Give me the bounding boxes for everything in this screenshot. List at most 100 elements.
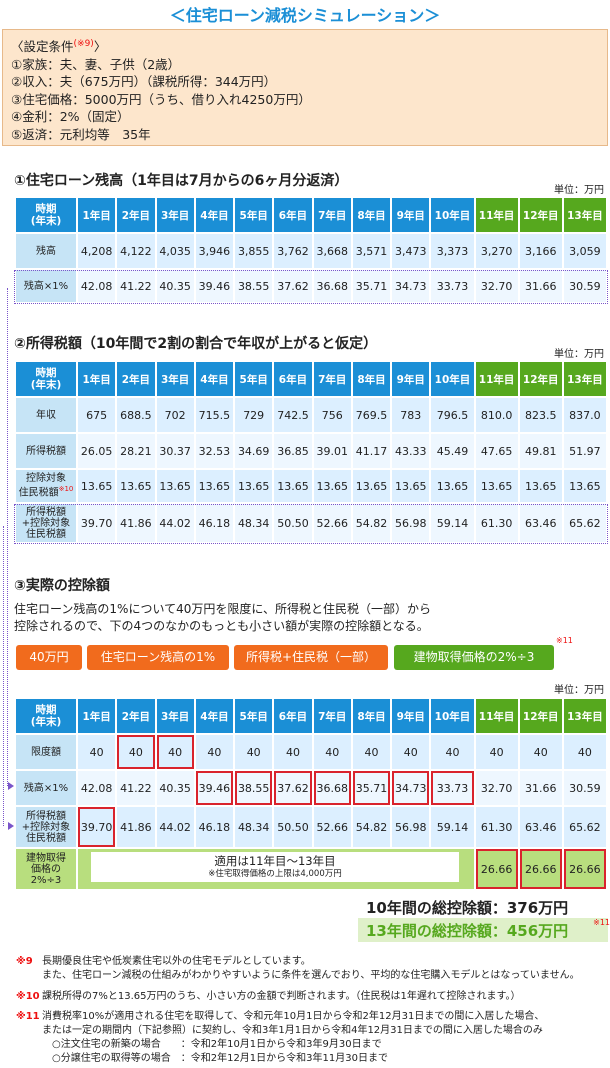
table-cell: 715.5 bbox=[195, 398, 234, 432]
table-cell: 823.5 bbox=[519, 398, 562, 432]
total-thirteen-years-box: 13年間の総控除額：456万円 ※11 bbox=[358, 918, 610, 942]
table-cell: 56.98 bbox=[392, 807, 430, 847]
table-cell: 36.85 bbox=[274, 434, 312, 468]
description-line: 住宅ローン残高の1%について40万円を限度に、所得税と住民税（一部）から bbox=[14, 602, 431, 616]
unit-label: 単位：万円 bbox=[554, 349, 604, 360]
table-cell: 39.46 bbox=[195, 771, 234, 805]
year-header: 7年目 bbox=[313, 198, 351, 232]
table-cell: 48.34 bbox=[235, 807, 273, 847]
row-label: 所得税額 +控除対象 住民税額 bbox=[16, 504, 76, 542]
table-cell: 38.55 bbox=[235, 771, 273, 805]
table-cell: 54.82 bbox=[352, 504, 391, 542]
total-ten-years: 10年間の総控除額：376万円 bbox=[366, 899, 569, 917]
year-header: 10年目 bbox=[431, 198, 474, 232]
table-cell: 783 bbox=[392, 398, 430, 432]
table-cell: 42.08 bbox=[78, 771, 116, 805]
section3-description: 住宅ローン残高の1%について40万円を限度に、所得税と住民税（一部）から 控除さ… bbox=[14, 601, 431, 635]
table-row: 所得税額 +控除対象 住民税額 39.70 41.86 44.02 46.18 48.34… bbox=[16, 807, 606, 847]
year-header: 9年目 bbox=[392, 699, 430, 733]
table-cell: 47.65 bbox=[475, 434, 518, 468]
table-cell: 26.66 bbox=[519, 849, 562, 889]
table-cell: 39.70 bbox=[78, 807, 116, 847]
conditions-heading: 〈設定条件(※9)〉 bbox=[11, 39, 107, 55]
year-header: 2年目 bbox=[117, 699, 155, 733]
condition-line: ③住宅価格：5000万円（うち、借り入れ4250万円） bbox=[11, 91, 311, 107]
table-row: 限度額 40 40 40 40 40 40 40 40 40 40 40 40 40 bbox=[16, 735, 606, 769]
table-cell: 65.62 bbox=[563, 807, 606, 847]
table-cell: 41.22 bbox=[117, 270, 155, 302]
year-header: 13年目 bbox=[563, 198, 606, 232]
year-header: 11年目 bbox=[475, 198, 518, 232]
table-row: 残高×1% 42.08 41.22 40.35 39.46 38.55 37.62 36.68… bbox=[16, 270, 606, 302]
table-cell: 38.55 bbox=[235, 270, 273, 302]
table-cell: 52.66 bbox=[313, 807, 351, 847]
table-cell: 39.70 bbox=[78, 504, 116, 542]
year-header: 1年目 bbox=[78, 362, 116, 396]
table-cell: 28.21 bbox=[117, 434, 155, 468]
table-cell: 837.0 bbox=[563, 398, 606, 432]
table-cell: 44.02 bbox=[156, 504, 194, 542]
table-cell: 769.5 bbox=[352, 398, 391, 432]
table-cell: 35.71 bbox=[352, 270, 391, 302]
table-cell: 33.73 bbox=[431, 270, 474, 302]
income-tax-table: 時期 (年末) 1年目 2年目 3年目 4年目 5年目 6年目 7年目 8年目 9年目 10年目 11… bbox=[14, 360, 608, 544]
year-header: 8年目 bbox=[352, 362, 391, 396]
year-header: 10年目 bbox=[431, 699, 474, 733]
table-cell: 32.70 bbox=[475, 771, 518, 805]
table-cell: 41.22 bbox=[117, 771, 155, 805]
year-header: 9年目 bbox=[392, 362, 430, 396]
table-cell: 34.73 bbox=[392, 270, 430, 302]
table-cell: 13.65 bbox=[563, 470, 606, 502]
section3-title: ③実際の控除額 bbox=[14, 578, 110, 594]
table-cell: 13.65 bbox=[352, 470, 391, 502]
table-cell: 50.50 bbox=[274, 807, 312, 847]
year-header: 4年目 bbox=[195, 362, 234, 396]
table-cell: 742.5 bbox=[274, 398, 312, 432]
table-cell: 52.66 bbox=[313, 504, 351, 542]
table-cell: 3,855 bbox=[235, 234, 273, 268]
year-header-row: 時期 (年末) 1年目 2年目 3年目 4年目 5年目 6年目 7年目 8年目 9年目 10年目 11… bbox=[16, 699, 606, 733]
year-header: 2年目 bbox=[117, 198, 155, 232]
table-cell: 61.30 bbox=[475, 807, 518, 847]
table-cell: 13.65 bbox=[156, 470, 194, 502]
table-cell: 3,059 bbox=[563, 234, 606, 268]
table-cell: 810.0 bbox=[475, 398, 518, 432]
table-cell: 40 bbox=[78, 735, 116, 769]
table-cell: 40.35 bbox=[156, 771, 194, 805]
table-cell: 31.66 bbox=[519, 270, 562, 302]
footnote-10: ※10 課税所得の7%と13.65万円のうち、小さい方の金額で判断されます。（住民… bbox=[16, 991, 521, 1002]
table-cell: 702 bbox=[156, 398, 194, 432]
table-cell: 4,208 bbox=[78, 234, 116, 268]
table-cell: 40 bbox=[117, 735, 155, 769]
table-cell: 3,373 bbox=[431, 234, 474, 268]
table-cell: 13.65 bbox=[117, 470, 155, 502]
table-cell: 675 bbox=[78, 398, 116, 432]
table-cell: 40 bbox=[274, 735, 312, 769]
year-header: 13年目 bbox=[563, 699, 606, 733]
apply-note-box: 適用は11年目〜13年目 ※住宅取得価格の上限は4,000万円 bbox=[91, 852, 459, 882]
year-header: 12年目 bbox=[519, 198, 562, 232]
year-header: 3年目 bbox=[156, 362, 194, 396]
table-cell: 13.65 bbox=[431, 470, 474, 502]
table-cell: 40 bbox=[431, 735, 474, 769]
table-cell: 26.66 bbox=[475, 849, 518, 889]
condition-line: ①家族：夫、妻、子供（2歳） bbox=[11, 56, 181, 72]
table-cell: 45.49 bbox=[431, 434, 474, 468]
row-label: 限度額 bbox=[16, 735, 76, 769]
pill-limit: 40万円 bbox=[16, 645, 82, 670]
year-header: 5年目 bbox=[235, 699, 273, 733]
table-cell: 32.70 bbox=[475, 270, 518, 302]
year-header: 6年目 bbox=[274, 198, 312, 232]
table-cell: 3,946 bbox=[195, 234, 234, 268]
condition-line: ④金利：2%（固定） bbox=[11, 109, 130, 125]
table-cell: 40 bbox=[195, 735, 234, 769]
table-cell: 4,035 bbox=[156, 234, 194, 268]
table-cell: 40.35 bbox=[156, 270, 194, 302]
table-cell: 44.02 bbox=[156, 807, 194, 847]
table-cell: 59.14 bbox=[431, 504, 474, 542]
arrow-icon bbox=[8, 822, 14, 830]
table-cell: 46.18 bbox=[195, 504, 234, 542]
year-header: 5年目 bbox=[235, 362, 273, 396]
row-label: 年収 bbox=[16, 398, 76, 432]
year-header: 8年目 bbox=[352, 699, 391, 733]
